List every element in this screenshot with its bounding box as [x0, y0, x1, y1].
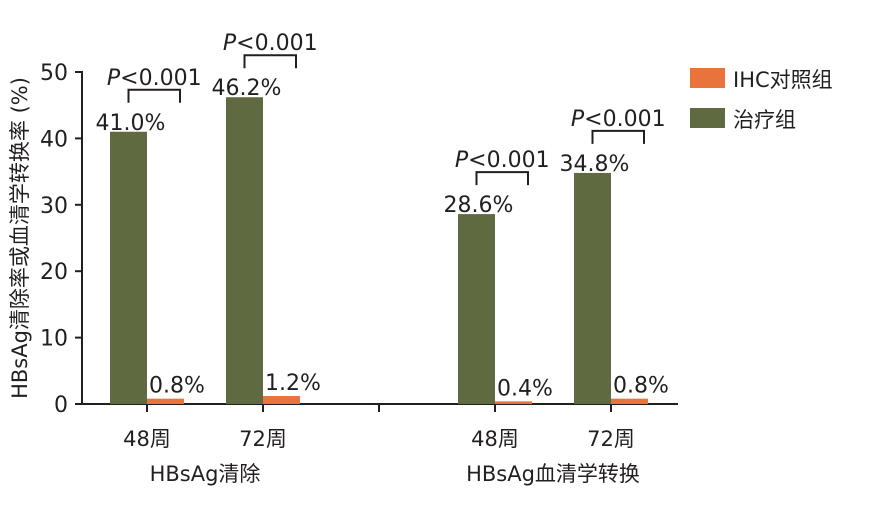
- y-axis-label: HBsAg清除率或血清学转换率 (%): [8, 77, 32, 399]
- bar-control: [263, 396, 300, 404]
- y-tick-label: 0: [54, 393, 68, 418]
- y-tick-label: 40: [40, 127, 68, 152]
- legend-swatch: [690, 68, 725, 88]
- p-value-label: P<0.001: [455, 148, 550, 173]
- x-category-label: 72周: [239, 427, 287, 451]
- bar-control: [495, 401, 532, 404]
- bar-value-label-treatment: 41.0%: [96, 111, 166, 136]
- bar-treatment: [226, 97, 263, 405]
- x-group-label: HBsAg血清学转换: [466, 462, 640, 486]
- bar-control: [611, 398, 648, 404]
- legend-label: 治疗组: [733, 108, 796, 132]
- bar-value-label-treatment: 34.8%: [560, 152, 630, 177]
- significance-bracket: [475, 171, 529, 186]
- significance-bracket: [127, 88, 181, 103]
- significance-bracket: [243, 54, 297, 69]
- bar-value-label-control: 1.2%: [265, 371, 321, 396]
- bar-value-label-treatment: 28.6%: [444, 193, 514, 218]
- bar-value-label-control: 0.8%: [613, 374, 669, 399]
- x-category-label: 48周: [471, 427, 519, 451]
- bar-treatment: [574, 172, 611, 404]
- bar-treatment: [110, 131, 147, 404]
- x-group-label: HBsAg清除: [150, 462, 261, 486]
- bar-treatment: [458, 214, 495, 404]
- x-category-label: 72周: [587, 427, 635, 451]
- bar-control: [147, 398, 184, 404]
- bar-value-label-control: 0.8%: [149, 374, 205, 399]
- bar-value-label-control: 0.4%: [497, 376, 553, 401]
- y-tick-label: 20: [40, 260, 68, 285]
- y-tick-label: 10: [40, 327, 68, 352]
- y-tick-label: 30: [40, 194, 68, 219]
- p-value-label: P<0.001: [571, 107, 666, 132]
- p-value-label: P<0.001: [107, 66, 202, 91]
- legend-swatch: [690, 108, 725, 128]
- legend-label: IHC对照组: [733, 68, 833, 92]
- x-category-label: 48周: [123, 427, 171, 451]
- p-value-label: P<0.001: [223, 31, 318, 56]
- bar-value-label-treatment: 46.2%: [212, 76, 282, 101]
- y-tick-label: 50: [40, 61, 68, 86]
- significance-bracket: [591, 129, 645, 144]
